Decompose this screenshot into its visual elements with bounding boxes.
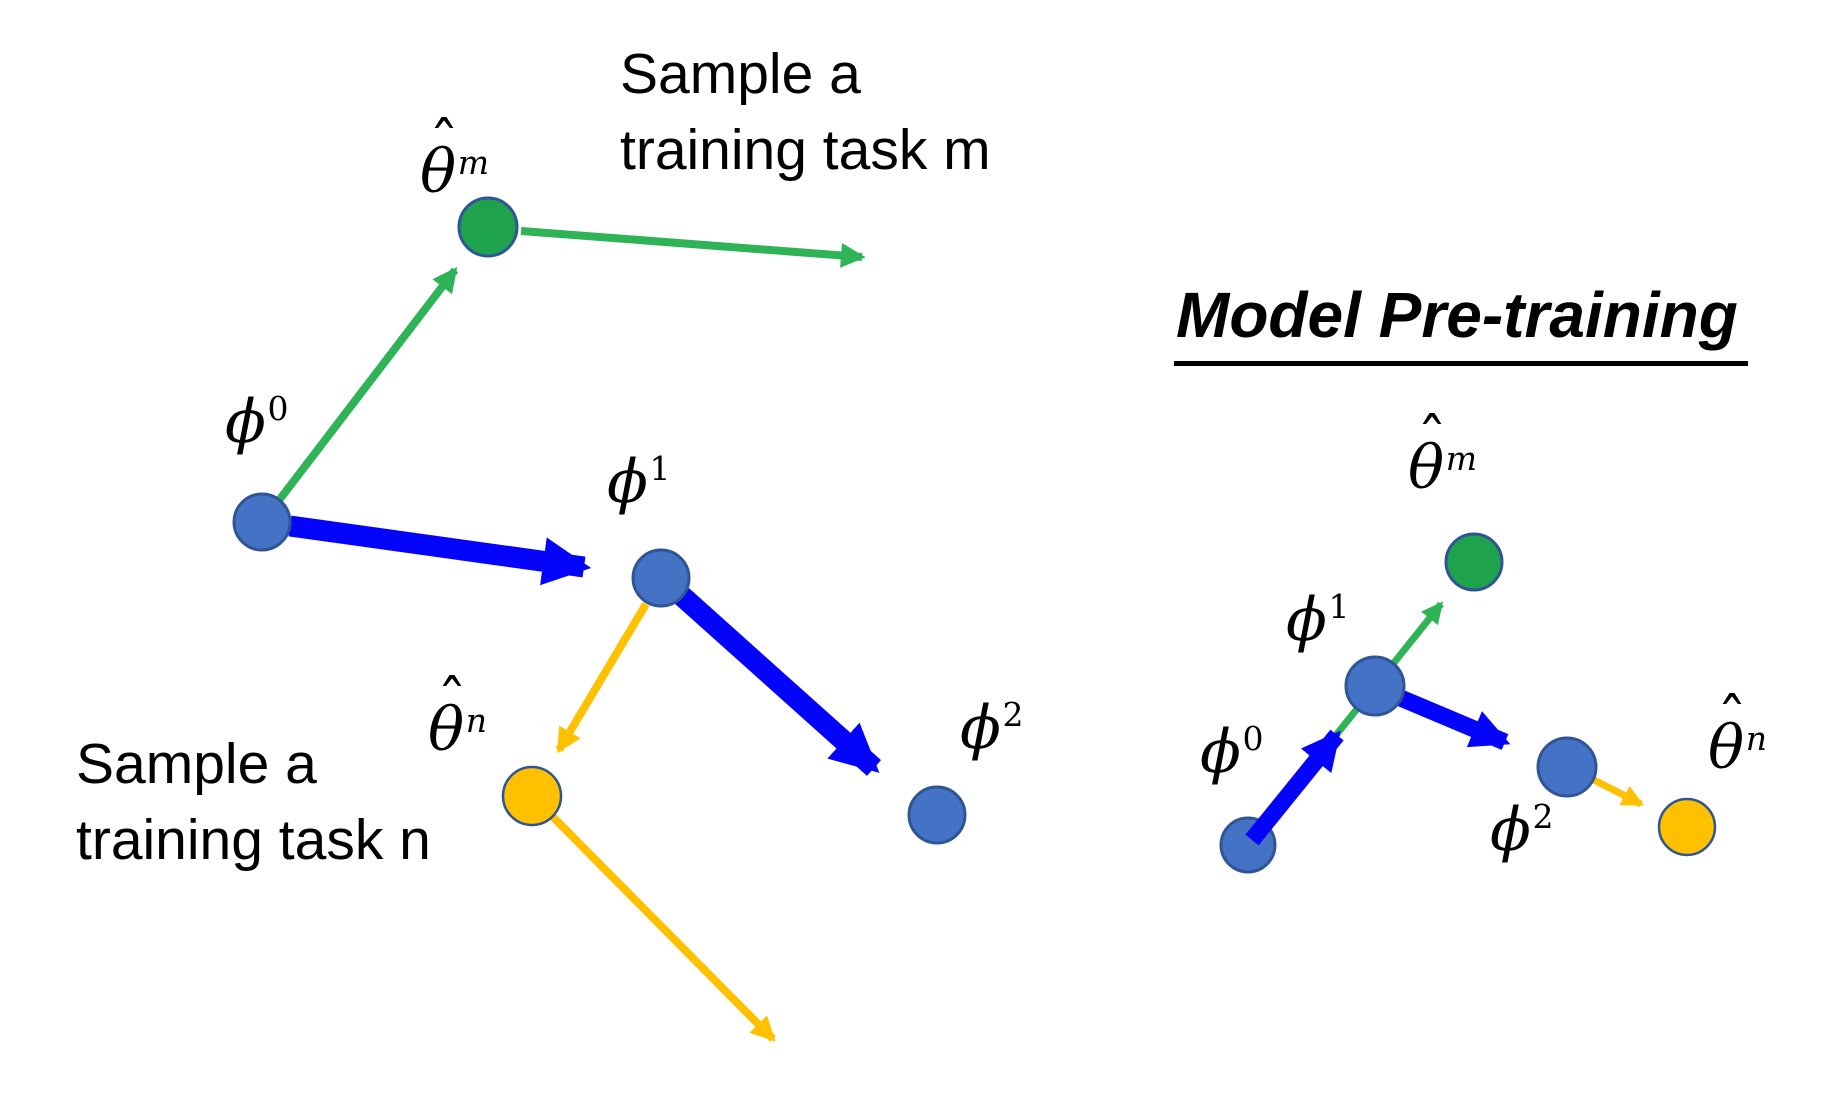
node-left-phi2	[907, 785, 967, 845]
theta-base: θ	[1408, 433, 1445, 503]
arrow-left-theta-m-task-step	[520, 227, 866, 268]
theta-base: θ	[1708, 713, 1745, 783]
node-right-theta-n	[1657, 797, 1717, 857]
node-left-phi0	[232, 492, 292, 552]
label-left-phi1: ϕ1	[607, 452, 671, 512]
hat-accent: ˆ	[1417, 406, 1447, 476]
phi-sup: 1	[649, 449, 671, 489]
node-left-phi1	[631, 548, 691, 608]
theta-base: θ	[420, 137, 457, 207]
label-right-phi1: ϕ1	[1286, 590, 1350, 650]
theta-sup: n	[1745, 718, 1768, 758]
phi-base: ϕ	[1490, 795, 1531, 865]
phi-base: ϕ	[225, 387, 266, 457]
phi-base: ϕ	[960, 693, 1001, 763]
phi-sup: 2	[1002, 695, 1024, 735]
phi-base: ϕ	[1200, 717, 1241, 787]
hat-accent: ˆ	[437, 668, 467, 738]
annotation-task-m: Sample a training task m	[620, 36, 991, 188]
label-right-phi0: ϕ0	[1200, 722, 1264, 782]
label-left-theta-n: ˆ θn	[428, 673, 488, 760]
label-left-phi0: ϕ0	[225, 392, 289, 452]
annotation-task-m-line1: Sample a	[620, 42, 861, 106]
node-left-theta-n	[501, 765, 563, 827]
phi-sup: 2	[1532, 797, 1554, 837]
label-right-theta-n: ˆ θn	[1708, 691, 1768, 778]
theta-base: θ	[428, 695, 465, 765]
phi-base: ϕ	[1286, 585, 1327, 655]
node-left-theta-m	[457, 196, 519, 258]
arrow-left-phi0-to-theta-m	[276, 267, 459, 502]
theta-sup: m	[1445, 438, 1478, 478]
hat-accent: ˆ	[1717, 686, 1747, 756]
phi-sup: 0	[1242, 719, 1264, 759]
arrow-right-phi0-to-phi1	[1245, 729, 1344, 846]
arrow-left-theta-n-task-step	[550, 814, 776, 1042]
hat-accent: ˆ	[429, 110, 459, 180]
node-right-phi1	[1344, 655, 1406, 717]
arrow-left-phi0-to-phi1	[288, 515, 592, 586]
theta-sup: m	[457, 142, 490, 182]
annotation-task-n-line1: Sample a	[76, 732, 317, 796]
node-right-phi2	[1536, 736, 1598, 798]
node-right-theta-m	[1444, 532, 1504, 592]
label-left-theta-m: ˆ θm	[420, 115, 490, 202]
annotation-task-n: Sample a training task n	[76, 726, 431, 878]
label-right-phi2: ϕ2	[1490, 800, 1554, 860]
theta-sup: n	[465, 700, 488, 740]
annotation-task-m-line2: training task m	[620, 118, 991, 182]
arrow-left-phi1-to-theta-n	[555, 601, 650, 754]
arrow-left-phi1-to-phi2	[674, 588, 882, 776]
arrow-right-phi1-to-phi2	[1387, 686, 1511, 750]
label-right-theta-m: ˆ θm	[1408, 411, 1478, 498]
arrow-right-phi2-to-theta-n	[1592, 776, 1644, 808]
phi-sup: 1	[1328, 587, 1350, 627]
annotation-task-n-line2: training task n	[76, 808, 431, 872]
page-title: Model Pre-training	[1174, 281, 1748, 367]
phi-sup: 0	[267, 389, 289, 429]
label-left-phi2: ϕ2	[960, 698, 1024, 758]
phi-base: ϕ	[607, 447, 648, 517]
